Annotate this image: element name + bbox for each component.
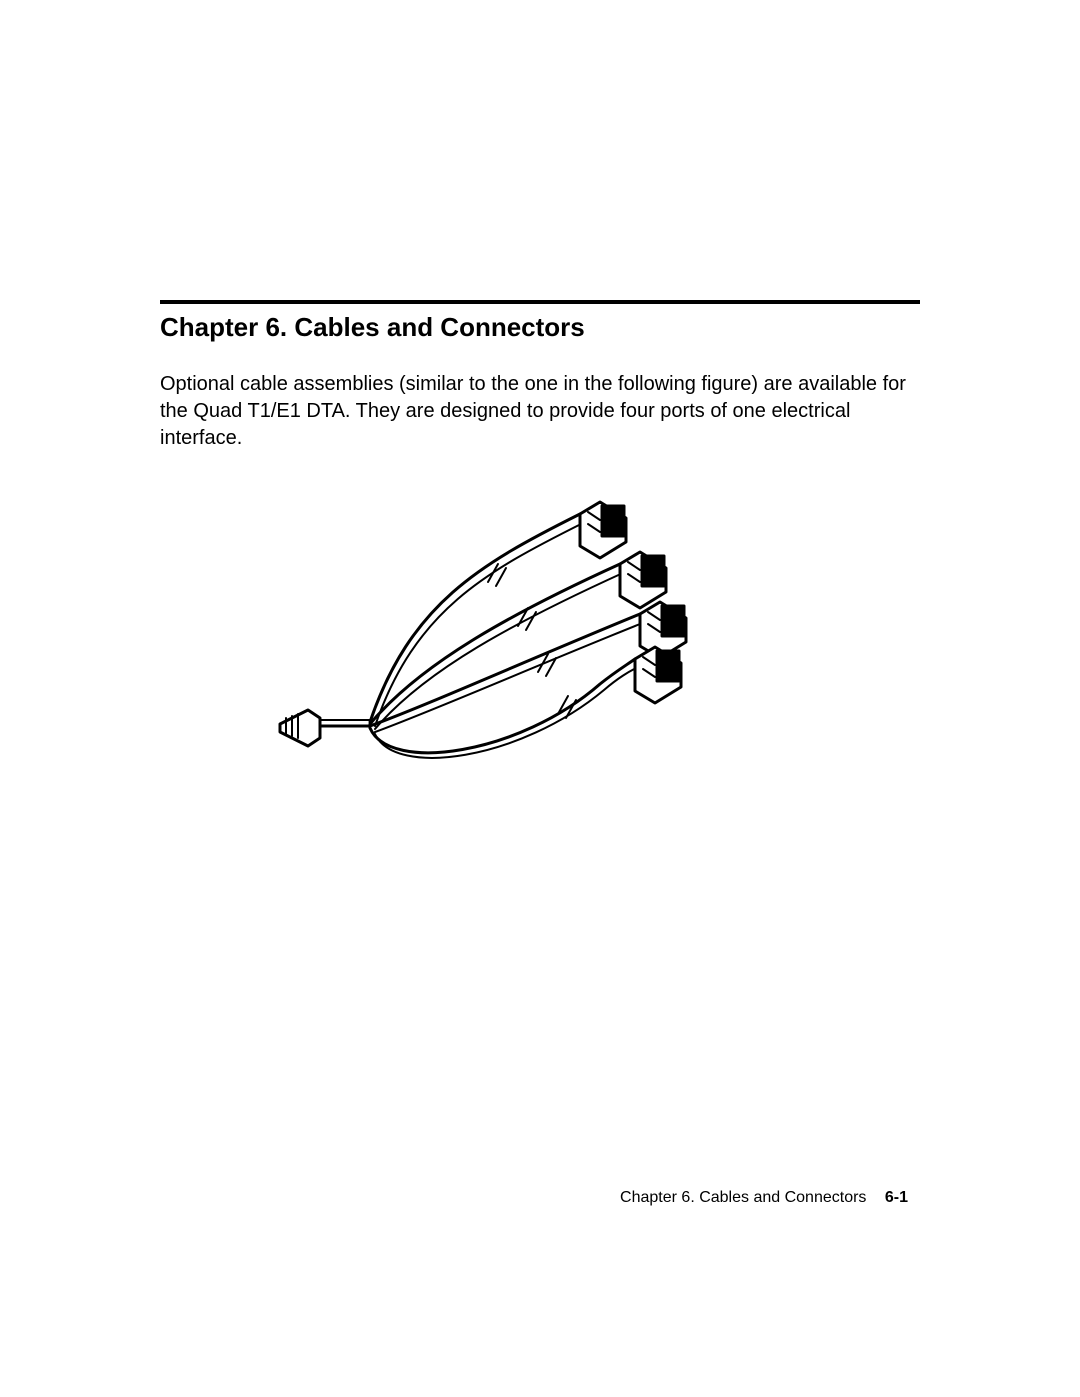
chapter-rule — [160, 300, 920, 304]
branch-connector-4-icon — [635, 647, 681, 703]
footer-chapter-label: Chapter 6. Cables and Connectors — [620, 1189, 866, 1206]
chapter-title: Chapter 6. Cables and Connectors — [160, 312, 920, 343]
document-page: Chapter 6. Cables and Connectors Optiona… — [0, 0, 1080, 1397]
footer-page-number: 6-1 — [885, 1189, 908, 1206]
branch-connector-2-icon — [620, 552, 666, 608]
cable-assembly-figure — [220, 454, 780, 814]
intro-paragraph: Optional cable assemblies (similar to th… — [160, 371, 920, 452]
page-footer: Chapter 6. Cables and Connectors 6-1 — [620, 1189, 908, 1207]
branch-connector-1-icon — [580, 502, 626, 558]
main-connector-icon — [280, 710, 320, 746]
cable-assembly-svg — [220, 454, 780, 814]
